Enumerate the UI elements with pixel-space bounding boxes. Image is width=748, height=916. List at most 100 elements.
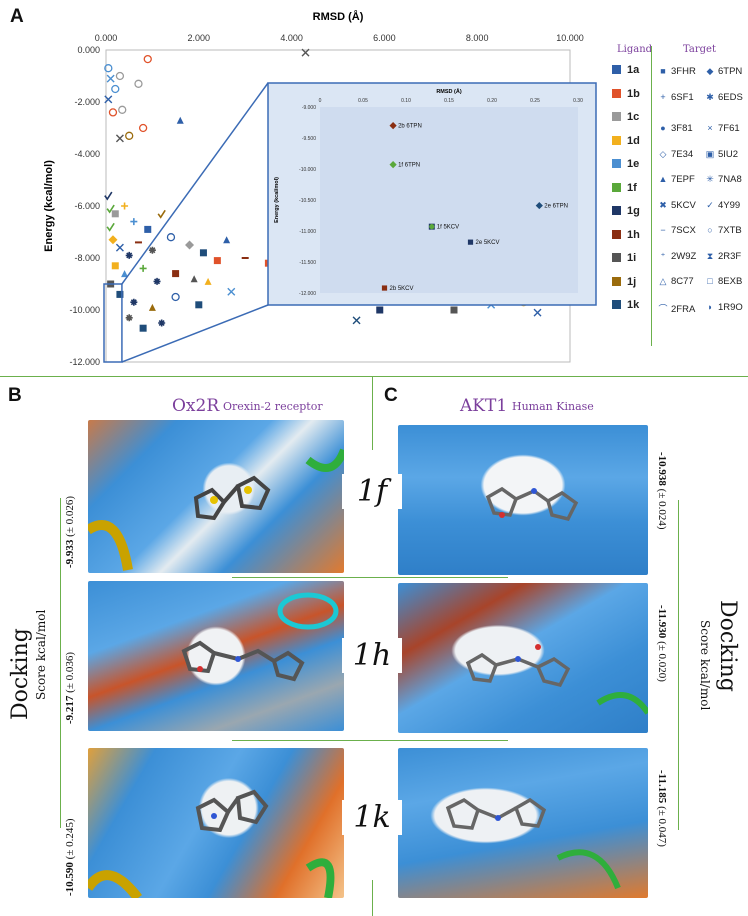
data-point	[143, 54, 152, 64]
legend-swatch	[612, 276, 621, 286]
data-point	[139, 264, 147, 272]
data-point	[115, 243, 124, 252]
legend-target-label: 3F81	[671, 123, 693, 134]
legend-ligand-1h: 1h	[612, 229, 640, 241]
zoom-box	[103, 283, 123, 363]
legend-marker-icon: ▲	[658, 174, 668, 184]
panel-letter-b: B	[8, 385, 22, 406]
legend-marker-icon: ◗	[707, 301, 713, 312]
data-point	[115, 71, 125, 81]
legend-marker-icon: ×	[707, 123, 713, 133]
section-divider	[0, 376, 748, 377]
docking-sub-left: Score kcal/mol	[34, 609, 48, 700]
data-point	[111, 262, 119, 270]
legend-target-1R9O: ◗ 1R9O	[705, 302, 743, 313]
inset-x-tick-label: 0.05	[358, 98, 368, 104]
inset-x-tick-label: 0.25	[530, 98, 540, 104]
inset-point-label: 2e 5KCV	[476, 240, 500, 246]
data-point	[301, 48, 310, 57]
legend-marker-icon: ⁺	[660, 250, 666, 261]
inset-y-axis-title: Energy (kcal/mol)	[274, 177, 280, 223]
center-divider-top	[372, 376, 373, 450]
legend-target-6SF1: +6SF1	[658, 92, 693, 103]
legend-ligand-1e: 1e	[612, 158, 639, 170]
legend-target-label: 5KCV	[671, 199, 696, 211]
data-point	[106, 222, 115, 232]
inset-x-tick-label: 0.30	[573, 98, 583, 104]
akt1-subtitle: Human Kinase	[512, 400, 594, 413]
legend-target-7NA8: ✳ 7NA8	[705, 174, 742, 185]
inset-data-point	[381, 285, 388, 291]
legend-swatch	[612, 65, 621, 74]
legend-ligand-1f: 1f	[612, 182, 637, 194]
legend-marker-icon: ✱	[706, 91, 714, 102]
data-point	[130, 218, 138, 226]
legend-marker-icon: ●	[660, 123, 666, 133]
data-point	[204, 277, 212, 285]
legend-marker-icon: ◆	[706, 66, 714, 76]
x-tick-label: 6.000	[373, 33, 396, 43]
legend-ligand-1i: 1i	[612, 252, 636, 264]
ligand-label-1h: 1h	[342, 638, 402, 673]
data-point	[376, 306, 384, 314]
inset-plot-area	[320, 107, 578, 293]
legend-marker-icon: ◇	[659, 148, 667, 159]
legend-swatch	[612, 229, 621, 239]
legend-target-label: 7F61	[718, 123, 740, 134]
data-point	[118, 105, 127, 114]
legend-target-label: 8C77	[671, 276, 694, 287]
legend-marker-icon: ✓	[706, 199, 714, 210]
ligand-label-1f: 1f	[342, 474, 402, 509]
legend-target-label: 7SCX	[671, 225, 696, 236]
zoom-connector-bottom	[121, 304, 269, 363]
legend-target-label: 2FRA	[671, 303, 696, 315]
inset-y-tick-label: -12.000	[299, 291, 316, 297]
legend-marker-icon: □	[707, 276, 713, 286]
legend-target-7E34: ◇ 7E34	[658, 148, 694, 160]
data-point	[108, 235, 118, 245]
legend-target-label: 7XTB	[718, 225, 742, 236]
y-tick-label: -8.000	[74, 253, 100, 263]
legend-target-3FHR: ■ 3FHR	[658, 66, 696, 77]
data-point	[115, 134, 124, 143]
legend-marker-icon: ○	[707, 225, 713, 235]
legend-ligand-1j: 1j	[612, 276, 636, 288]
x-tick-label: 8.000	[466, 33, 489, 43]
y-axis-title: Energy (kcal/mol)	[43, 160, 55, 252]
x-tick-label: 0.000	[95, 33, 118, 43]
inset-data-point	[389, 161, 397, 169]
x-tick-label: 2.000	[188, 33, 211, 43]
data-point	[157, 209, 166, 219]
data-point	[352, 316, 361, 325]
legend-ligand-1d: 1d	[612, 135, 640, 147]
akt1-1h-score: -11.930 (± 0.020)	[656, 605, 668, 682]
inset-data-point	[389, 122, 397, 130]
legend-target-label: 3FHR	[671, 66, 696, 77]
data-point	[223, 236, 231, 244]
legend-marker-icon: ▣	[705, 148, 715, 159]
data-point	[166, 233, 176, 242]
legend-target-5KCV: ✖ 5KCV	[658, 200, 696, 211]
inset-data-point	[535, 201, 543, 210]
y-tick-label: 0.000	[77, 45, 100, 55]
data-point	[190, 275, 198, 283]
inset-y-tick-label: -9.000	[302, 105, 316, 111]
data-point	[125, 251, 133, 259]
left-bracket	[60, 498, 61, 828]
inset-x-tick-label: 0.10	[401, 98, 411, 104]
legend-ligand-label: 1a	[627, 64, 640, 76]
data-point	[158, 319, 166, 327]
legend-marker-icon: △	[659, 276, 667, 286]
legend-target-5IU2: ▣ 5IU2	[705, 149, 738, 160]
inset-x-axis-title: RMSD (Å)	[436, 88, 462, 95]
legend-ligand-label: 1e	[627, 158, 640, 170]
legend-target-7EPF: ▲ 7EPF	[658, 174, 695, 185]
legend-swatch	[612, 253, 621, 262]
docking-sub-right: Score kcal/mol	[698, 620, 712, 711]
legend-marker-icon: ⧗	[706, 250, 714, 261]
y-tick-label: -4.000	[74, 149, 100, 159]
data-point	[125, 131, 134, 140]
data-point	[121, 270, 129, 278]
data-point	[104, 95, 113, 104]
legend-ligand-1b: 1b	[612, 88, 640, 100]
